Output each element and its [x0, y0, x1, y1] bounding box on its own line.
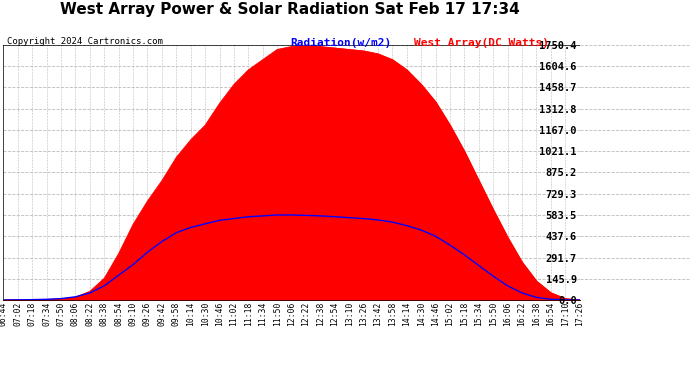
Text: 10:14: 10:14	[186, 302, 195, 326]
Text: 10:46: 10:46	[215, 302, 224, 326]
Text: 12:22: 12:22	[302, 302, 310, 326]
Text: 12:06: 12:06	[287, 302, 296, 326]
Text: West Array Power & Solar Radiation Sat Feb 17 17:34: West Array Power & Solar Radiation Sat F…	[60, 2, 520, 17]
Text: 13:10: 13:10	[344, 302, 354, 326]
Text: 12:38: 12:38	[316, 302, 325, 326]
Text: 08:06: 08:06	[71, 302, 80, 326]
Text: 13:42: 13:42	[373, 302, 382, 326]
Text: 09:26: 09:26	[143, 302, 152, 326]
Text: 17:26: 17:26	[575, 302, 584, 326]
Text: 15:02: 15:02	[446, 302, 455, 326]
Text: 08:38: 08:38	[100, 302, 109, 326]
Text: 16:54: 16:54	[546, 302, 555, 326]
Text: 14:14: 14:14	[402, 302, 411, 326]
Text: 09:10: 09:10	[128, 302, 137, 326]
Text: 16:22: 16:22	[518, 302, 526, 326]
Text: 16:06: 16:06	[503, 302, 512, 326]
Text: 08:22: 08:22	[86, 302, 95, 326]
Text: 11:34: 11:34	[258, 302, 267, 326]
Text: 10:30: 10:30	[201, 302, 210, 326]
Text: 08:54: 08:54	[114, 302, 124, 326]
Text: Copyright 2024 Cartronics.com: Copyright 2024 Cartronics.com	[7, 38, 163, 46]
Text: 15:50: 15:50	[489, 302, 497, 326]
Text: 15:34: 15:34	[474, 302, 483, 326]
Text: Radiation(w/m2): Radiation(w/m2)	[290, 38, 391, 48]
Text: 17:10: 17:10	[561, 302, 570, 326]
Text: 14:30: 14:30	[417, 302, 426, 326]
Text: 15:18: 15:18	[460, 302, 469, 326]
Text: 07:34: 07:34	[42, 302, 51, 326]
Text: 09:58: 09:58	[172, 302, 181, 326]
Text: 13:58: 13:58	[388, 302, 397, 326]
Text: 07:18: 07:18	[28, 302, 37, 326]
Text: 13:26: 13:26	[359, 302, 368, 326]
Text: 11:50: 11:50	[273, 302, 282, 326]
Text: 12:54: 12:54	[331, 302, 339, 326]
Text: 16:38: 16:38	[532, 302, 541, 326]
Text: 09:42: 09:42	[157, 302, 166, 326]
Text: 11:02: 11:02	[229, 302, 239, 326]
Text: 07:02: 07:02	[13, 302, 22, 326]
Text: 14:46: 14:46	[431, 302, 440, 326]
Text: 07:50: 07:50	[57, 302, 66, 326]
Text: 06:44: 06:44	[0, 302, 8, 326]
Text: West Array(DC Watts): West Array(DC Watts)	[414, 38, 549, 48]
Text: 11:18: 11:18	[244, 302, 253, 326]
